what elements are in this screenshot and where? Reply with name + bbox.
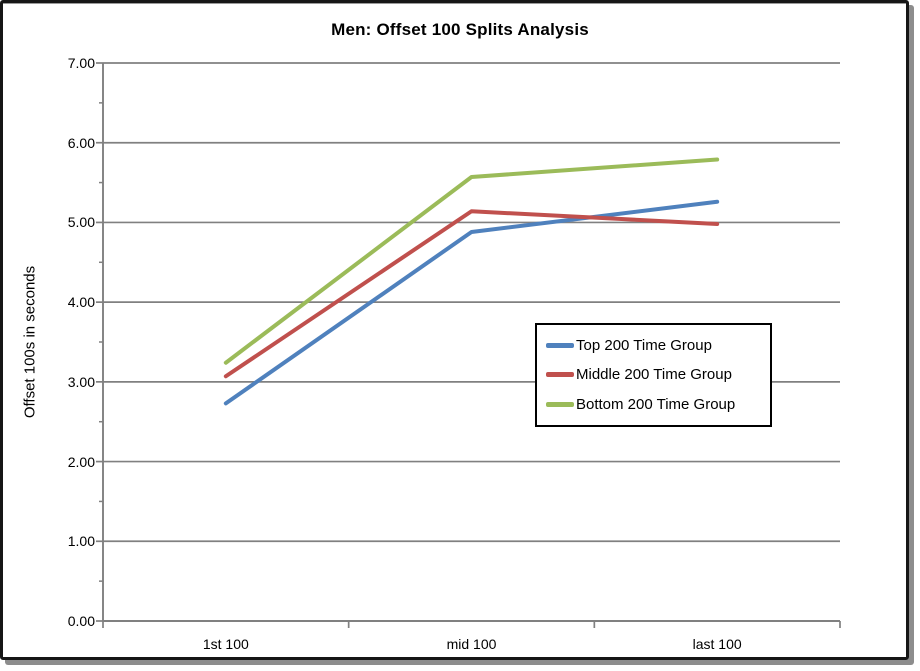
x-tick-label: last 100 <box>692 636 742 652</box>
y-tick-label: 7.00 <box>67 55 95 71</box>
legend-label-middle-200-time-group: Middle 200 Time Group <box>576 366 732 384</box>
legend-label-top-200-time-group: Top 200 Time Group <box>576 337 712 355</box>
legend-item-bottom-200-time-group[interactable]: Bottom 200 Time Group <box>546 396 766 413</box>
legend-item-middle-200-time-group[interactable]: Middle 200 Time Group <box>546 366 766 383</box>
y-tick-label: 6.00 <box>67 134 95 151</box>
x-tick-label: 1st 100 <box>202 636 249 652</box>
series-line-bottom-200-time-group[interactable] <box>223 157 720 365</box>
chart-title: Men: Offset 100 Splits Analysis <box>331 20 589 39</box>
y-tick-label: 4.00 <box>67 294 95 311</box>
y-tick-label: 2.00 <box>67 453 95 470</box>
legend-item-top-200-time-group[interactable]: Top 200 Time Group <box>546 337 766 354</box>
y-tick-label: 1.00 <box>67 533 95 550</box>
y-tick-label: 0.00 <box>67 613 95 629</box>
legend-swatch-middle-200-time-group <box>546 372 574 378</box>
y-tick-label: 5.00 <box>67 214 95 231</box>
legend-label-bottom-200-time-group: Bottom 200 Time Group <box>576 395 736 413</box>
legend-swatch-bottom-200-time-group <box>546 401 574 407</box>
x-tick-label: mid 100 <box>446 636 497 652</box>
legend[interactable]: Top 200 Time Group Middle 200 Time Group… <box>535 323 772 427</box>
series-line-top-200-time-group[interactable] <box>223 199 720 406</box>
series-line-middle-200-time-group[interactable] <box>223 209 720 379</box>
y-tick-label: 3.00 <box>67 373 95 390</box>
legend-swatch-top-200-time-group <box>546 343 574 349</box>
